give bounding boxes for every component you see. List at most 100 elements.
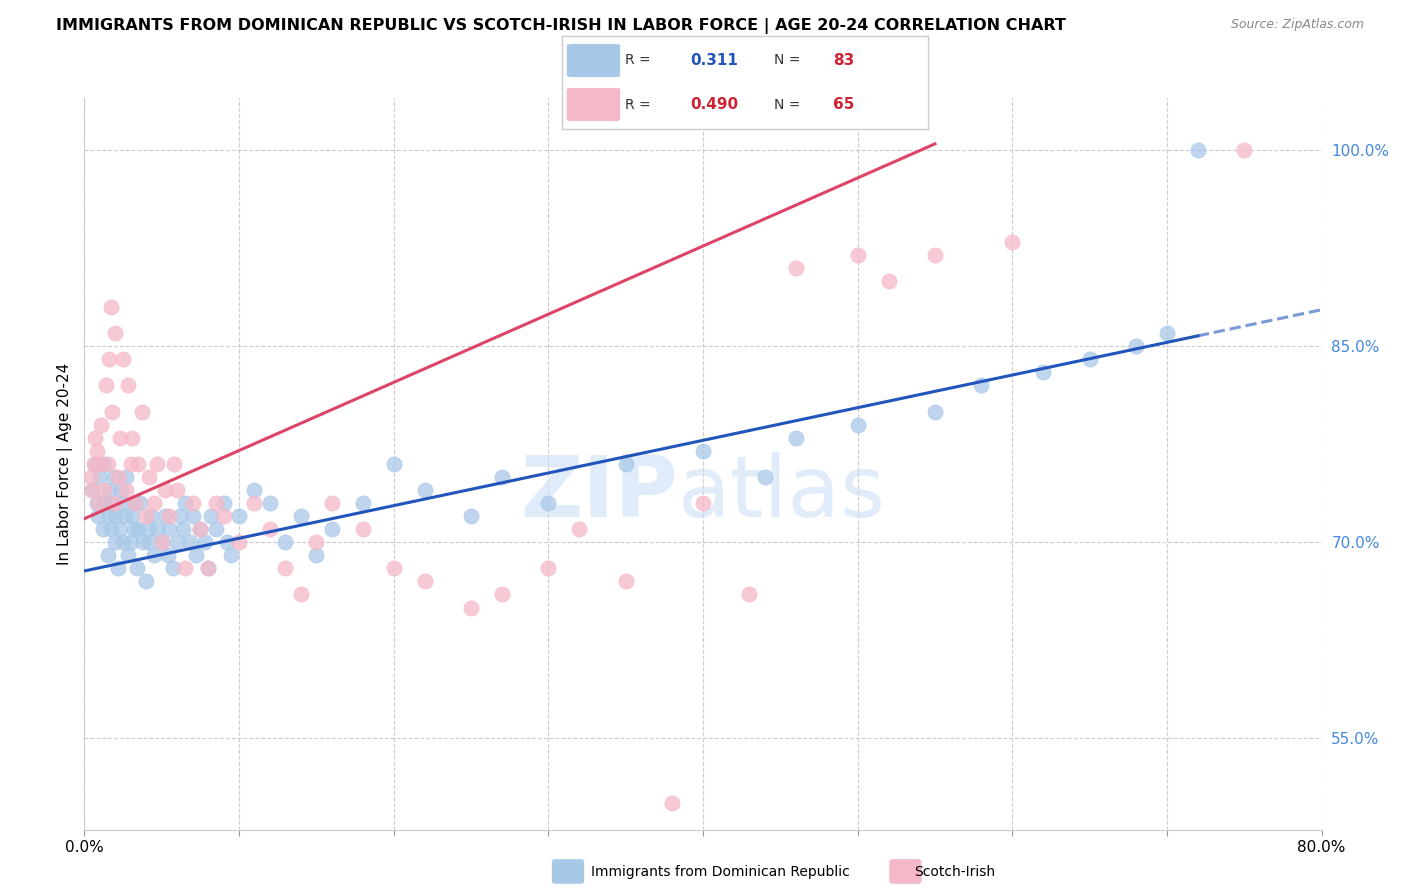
Point <box>785 260 807 275</box>
Point <box>274 561 297 575</box>
Point <box>104 535 127 549</box>
Point <box>124 496 146 510</box>
Point <box>97 457 120 471</box>
Point <box>614 457 637 471</box>
Point <box>98 352 121 367</box>
Point <box>117 378 139 392</box>
Point <box>491 587 513 601</box>
Point <box>159 522 181 536</box>
Text: R =: R = <box>624 54 650 68</box>
Point <box>93 457 115 471</box>
Point <box>90 417 112 432</box>
Text: Immigrants from Dominican Republic: Immigrants from Dominican Republic <box>591 865 849 880</box>
Point <box>86 496 108 510</box>
Text: ZIP: ZIP <box>520 451 678 534</box>
Text: 65: 65 <box>832 97 855 112</box>
Point <box>143 496 166 510</box>
Point <box>614 574 637 589</box>
Point <box>846 417 869 432</box>
Point <box>846 248 869 262</box>
Y-axis label: In Labor Force | Age 20-24: In Labor Force | Age 20-24 <box>58 363 73 565</box>
Point <box>91 522 114 536</box>
Point <box>215 535 238 549</box>
Point <box>181 509 204 524</box>
Point <box>139 509 162 524</box>
Point <box>125 561 148 575</box>
Point <box>205 522 228 536</box>
Text: N =: N = <box>775 54 801 68</box>
Point <box>243 496 266 510</box>
Point <box>150 535 173 549</box>
Point <box>100 522 122 536</box>
Point <box>166 483 188 497</box>
Point <box>79 470 101 484</box>
Point <box>89 470 111 484</box>
Point <box>197 561 219 575</box>
Point <box>82 483 104 497</box>
Point <box>163 457 186 471</box>
Point <box>114 509 136 524</box>
Point <box>413 483 436 497</box>
Point <box>1187 144 1209 158</box>
Point <box>156 548 179 563</box>
Point <box>121 509 143 524</box>
FancyBboxPatch shape <box>567 87 621 122</box>
Point <box>93 496 115 510</box>
Point <box>150 535 173 549</box>
Point <box>153 509 176 524</box>
Point <box>243 483 266 497</box>
Point <box>84 431 107 445</box>
Point <box>135 509 157 524</box>
Text: 83: 83 <box>832 53 855 68</box>
Point <box>738 587 761 601</box>
Point <box>197 561 219 575</box>
Point <box>89 457 111 471</box>
Point <box>174 496 197 510</box>
Text: atlas: atlas <box>678 451 886 534</box>
Point <box>104 509 127 524</box>
Point <box>321 496 343 510</box>
Point <box>305 535 328 549</box>
Point <box>108 522 131 536</box>
Point <box>537 496 560 510</box>
Point <box>94 378 117 392</box>
Point <box>120 457 142 471</box>
Point <box>290 509 312 524</box>
Point <box>970 378 993 392</box>
Point <box>321 522 343 536</box>
Point <box>877 274 900 288</box>
Point <box>128 457 150 471</box>
Point <box>146 457 169 471</box>
Point <box>166 535 188 549</box>
Point <box>924 248 946 262</box>
Point <box>172 522 194 536</box>
Point <box>460 600 482 615</box>
Point <box>352 496 374 510</box>
Point <box>382 561 405 575</box>
Text: 0.490: 0.490 <box>690 97 738 112</box>
Point <box>101 404 124 418</box>
Point <box>179 535 201 549</box>
Point <box>104 326 127 341</box>
Text: R =: R = <box>624 97 650 112</box>
Point <box>169 509 191 524</box>
Point <box>212 509 235 524</box>
Point <box>129 496 152 510</box>
Point <box>184 548 207 563</box>
Point <box>352 522 374 536</box>
Point <box>98 483 121 497</box>
Point <box>259 522 281 536</box>
Point <box>1078 352 1101 367</box>
Point <box>101 496 124 510</box>
Point <box>153 483 176 497</box>
Point <box>117 548 139 563</box>
Point <box>1156 326 1178 341</box>
FancyBboxPatch shape <box>567 43 621 78</box>
Point <box>138 470 160 484</box>
Point <box>86 443 108 458</box>
Point <box>228 535 250 549</box>
Point <box>98 509 121 524</box>
Point <box>200 509 222 524</box>
Text: 0.311: 0.311 <box>690 53 738 68</box>
Point <box>132 535 155 549</box>
